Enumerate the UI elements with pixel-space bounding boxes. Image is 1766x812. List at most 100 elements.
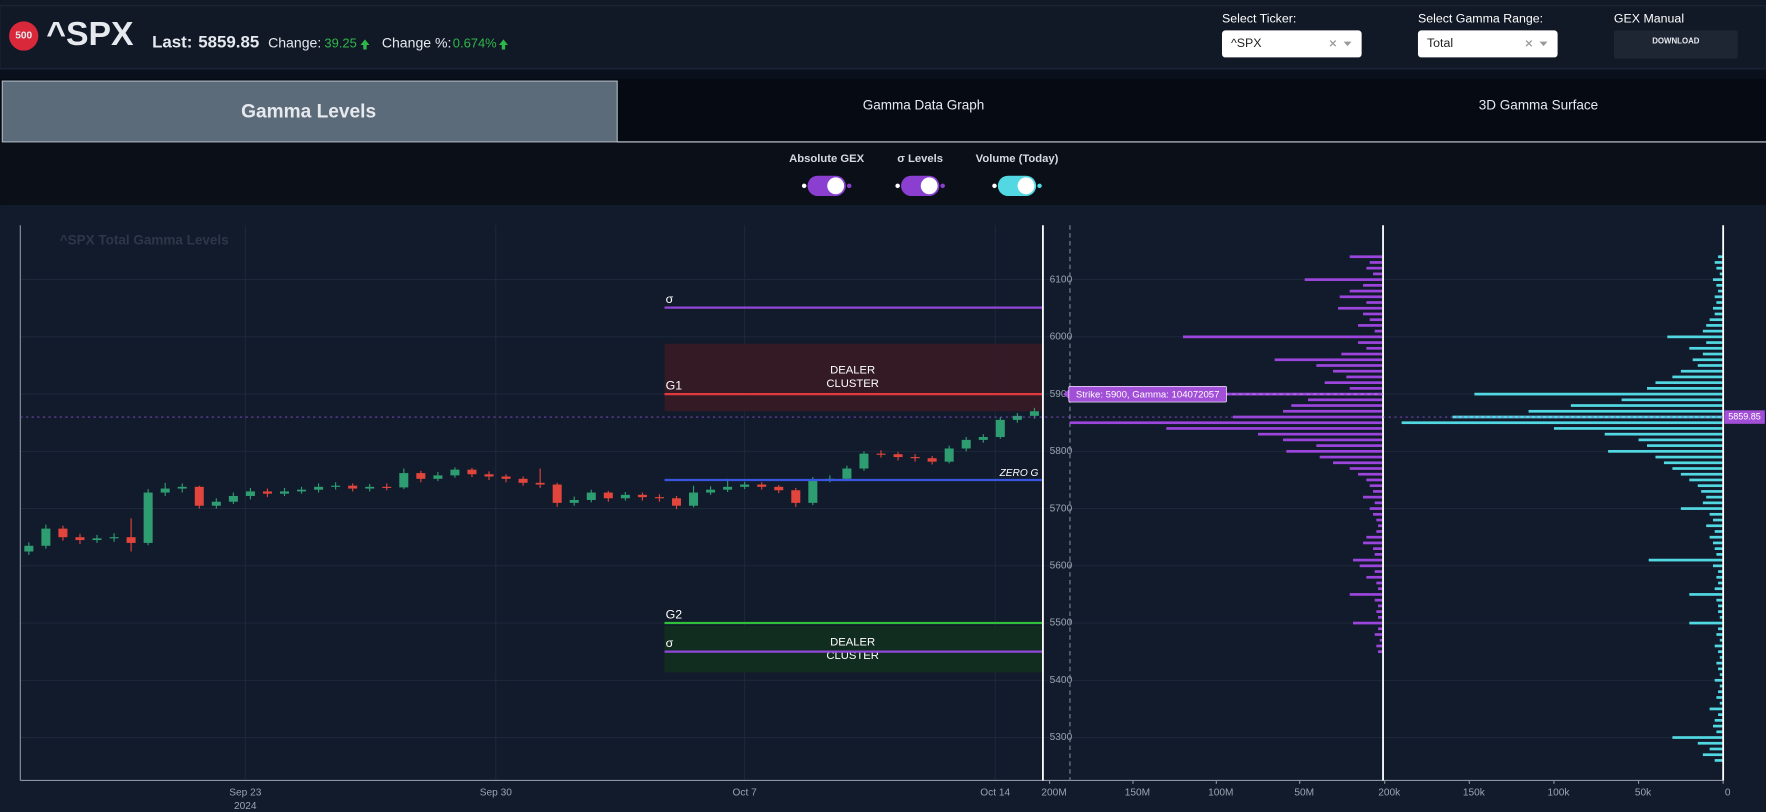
last-value: 5859.85 (198, 32, 259, 51)
bar (1474, 392, 1724, 396)
tab-label[interactable]: Gamma Data Graph (863, 97, 985, 112)
bar (1718, 690, 1724, 694)
cluster-label: CLUSTER (826, 650, 879, 662)
dropdown-caret[interactable] (1539, 41, 1548, 47)
bar (1689, 621, 1724, 625)
clear-icon[interactable] (1329, 40, 1337, 47)
level-label: σ (666, 292, 674, 306)
x-tick-label: Oct 14 (980, 788, 1010, 799)
ticker-select[interactable] (1221, 30, 1362, 58)
bar (1376, 518, 1384, 522)
bar (1316, 364, 1384, 367)
bar (1648, 558, 1724, 562)
bar (1718, 570, 1724, 573)
bar (1719, 684, 1724, 688)
toggle-knob (920, 177, 938, 195)
change-label: Change: (268, 35, 321, 51)
tab-label[interactable]: 3D Gamma Surface (1479, 97, 1598, 112)
dealer-cluster (664, 625, 1043, 673)
bar (1689, 593, 1724, 596)
candle-body (978, 437, 988, 440)
bar (1672, 736, 1724, 739)
bar (1349, 387, 1384, 390)
candle-body (995, 419, 1005, 438)
bar (1718, 650, 1724, 654)
bar (1570, 404, 1724, 407)
bar (1316, 444, 1384, 447)
bar (1257, 432, 1384, 436)
up-arrow (360, 39, 370, 50)
bar (1283, 409, 1384, 413)
bar (1621, 398, 1724, 402)
bar (1647, 444, 1724, 447)
clear-icon[interactable] (1525, 40, 1533, 47)
bar (1702, 753, 1724, 757)
bar (1655, 455, 1724, 459)
candle-body (620, 494, 630, 499)
candle-body (143, 492, 153, 543)
bar (1714, 547, 1724, 550)
bar (1358, 472, 1384, 476)
bar (1366, 478, 1384, 482)
x-tick-label: 50M (1294, 788, 1314, 799)
bar (1716, 633, 1724, 636)
bar (1379, 638, 1384, 642)
bar (1376, 610, 1384, 613)
candle-body (791, 490, 801, 503)
tooltip-pointer (1063, 388, 1070, 400)
bar (1719, 272, 1724, 276)
tab-label[interactable]: Gamma Levels (241, 102, 376, 123)
tooltip-text: Strike: 5900, Gamma: 104072057 (1076, 389, 1220, 400)
bar (1349, 467, 1384, 470)
x-tick-label: 50k (1635, 788, 1652, 799)
change-value: 39.25 (324, 35, 356, 50)
bar (1680, 369, 1724, 373)
bar (1378, 524, 1384, 528)
bar (1341, 352, 1384, 356)
candle-body (859, 453, 869, 469)
download-button[interactable] (1613, 30, 1738, 59)
bar (1716, 283, 1724, 287)
select-range-label: Select Gamma Range: (1418, 11, 1543, 25)
candle-body (75, 537, 85, 541)
bar (1713, 541, 1724, 545)
candle-body (927, 458, 937, 462)
bar (1366, 535, 1384, 539)
bar (1366, 266, 1384, 270)
candle-body (1029, 411, 1039, 416)
bar (1363, 312, 1384, 316)
x-tick-label: 150k (1463, 788, 1486, 799)
tab-active[interactable] (1, 80, 618, 143)
candle-body (126, 537, 136, 543)
bar (1719, 656, 1724, 659)
last-price-box (1724, 410, 1765, 424)
bar (1374, 598, 1384, 602)
range-select[interactable] (1417, 30, 1558, 58)
bar (1716, 575, 1724, 579)
candle-body (416, 473, 426, 479)
bar (1718, 713, 1724, 716)
x-tick-label: 200M (1041, 788, 1066, 799)
candle-body (808, 479, 818, 503)
bar (1716, 598, 1724, 602)
candle-body (382, 486, 392, 488)
bar (1291, 404, 1384, 407)
cluster-label: DEALER (830, 636, 875, 648)
candle-body (228, 495, 238, 502)
bar (1374, 633, 1384, 636)
logo-text: 500 (15, 31, 32, 42)
bar (1719, 701, 1724, 705)
bar (1718, 627, 1724, 631)
bar (1353, 558, 1384, 562)
bar (1718, 610, 1724, 613)
y-tick-label: 6100 (1050, 274, 1073, 285)
ticker-symbol: ^SPX (46, 15, 134, 53)
dropdown-caret[interactable] (1343, 41, 1352, 47)
bar (1713, 518, 1724, 522)
bar (1702, 352, 1724, 356)
bar (1672, 467, 1724, 470)
change-pct-label: Change %: (382, 35, 452, 51)
candle-body (961, 439, 971, 449)
x-tick-label: 100M (1208, 788, 1233, 799)
